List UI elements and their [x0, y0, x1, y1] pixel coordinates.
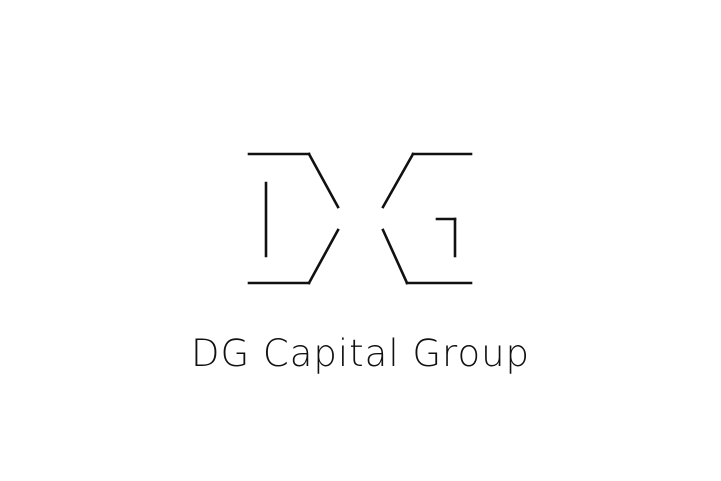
d-lower-diagonal [307, 228, 340, 285]
g-lower-diagonal [381, 228, 409, 285]
g-upper-diagonal [381, 152, 415, 209]
d-upper-diagonal [307, 152, 340, 209]
company-name: DG Capital Group [190, 332, 531, 375]
